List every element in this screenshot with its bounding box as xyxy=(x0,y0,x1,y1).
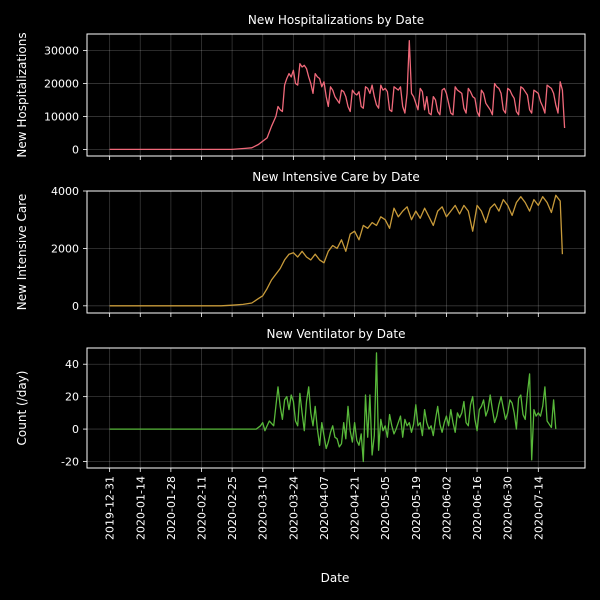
x-axis-label: Date xyxy=(321,571,350,585)
x-tick-label: 2020-06-16 xyxy=(471,476,484,540)
x-tick-label: 2020-02-25 xyxy=(226,476,239,540)
x-tick-label: 2020-05-05 xyxy=(379,476,392,540)
x-tick-label: 2020-01-14 xyxy=(134,476,147,540)
series-line xyxy=(109,194,564,307)
y-tick-label: 30000 xyxy=(44,44,79,57)
x-tick-label: 2020-07-14 xyxy=(532,476,545,540)
y-tick-label: 20 xyxy=(65,391,79,404)
x-tick-label: 2020-02-11 xyxy=(195,476,208,540)
y-tick-label: 0 xyxy=(72,423,79,436)
y-tick-label: -20 xyxy=(61,456,79,469)
chart-title: New Intensive Care by Date xyxy=(252,170,420,184)
x-tick-label: 2020-06-02 xyxy=(440,476,453,540)
chart-title: New Hospitalizations by Date xyxy=(248,13,424,27)
x-tick-label: 2020-04-07 xyxy=(318,476,331,540)
y-tick-label: 20000 xyxy=(44,77,79,90)
x-axis: 2019-12-31 2020-01-14 2020-01-28 2020-02-11… xyxy=(104,476,546,540)
chart-panel-1: 0 10000 20000 30000 New Hospitalizations by … xyxy=(15,13,586,160)
x-tick-label: 2020-01-28 xyxy=(165,476,178,540)
y-tick-label: 0 xyxy=(72,300,79,313)
y-tick-label: 4000 xyxy=(51,185,79,198)
plot-frame xyxy=(86,190,586,314)
x-tick-label: 2020-06-30 xyxy=(502,476,515,540)
series-line xyxy=(109,352,557,463)
plot-frame xyxy=(86,347,586,469)
y-tick-label: 40 xyxy=(65,358,79,371)
y-tick-label: 10000 xyxy=(44,110,79,123)
y-axis-label: Count (/day) xyxy=(15,371,29,446)
x-tick-label: 2020-05-19 xyxy=(410,476,423,540)
x-tick-label: 2020-03-24 xyxy=(287,476,300,540)
chart-panel-3: -20 0 20 40 New Ventilator by Date Count (/da… xyxy=(15,327,586,472)
x-tick-label: 2020-04-21 xyxy=(349,476,362,540)
y-tick-label: 2000 xyxy=(51,242,79,255)
plot-frame xyxy=(86,33,586,157)
x-tick-label: 2019-12-31 xyxy=(104,476,117,540)
y-axis-label: New Hospitalizations xyxy=(15,32,29,157)
y-tick-label: 0 xyxy=(72,143,79,156)
y-axis-label: New Intensive Care xyxy=(15,194,29,311)
chart-title: New Ventilator by Date xyxy=(267,327,406,341)
x-tick-label: 2020-03-10 xyxy=(257,476,270,540)
chart-panel-2: 0 2000 4000 New Intensive Care by Date New I… xyxy=(15,170,586,317)
series-line xyxy=(109,39,566,151)
